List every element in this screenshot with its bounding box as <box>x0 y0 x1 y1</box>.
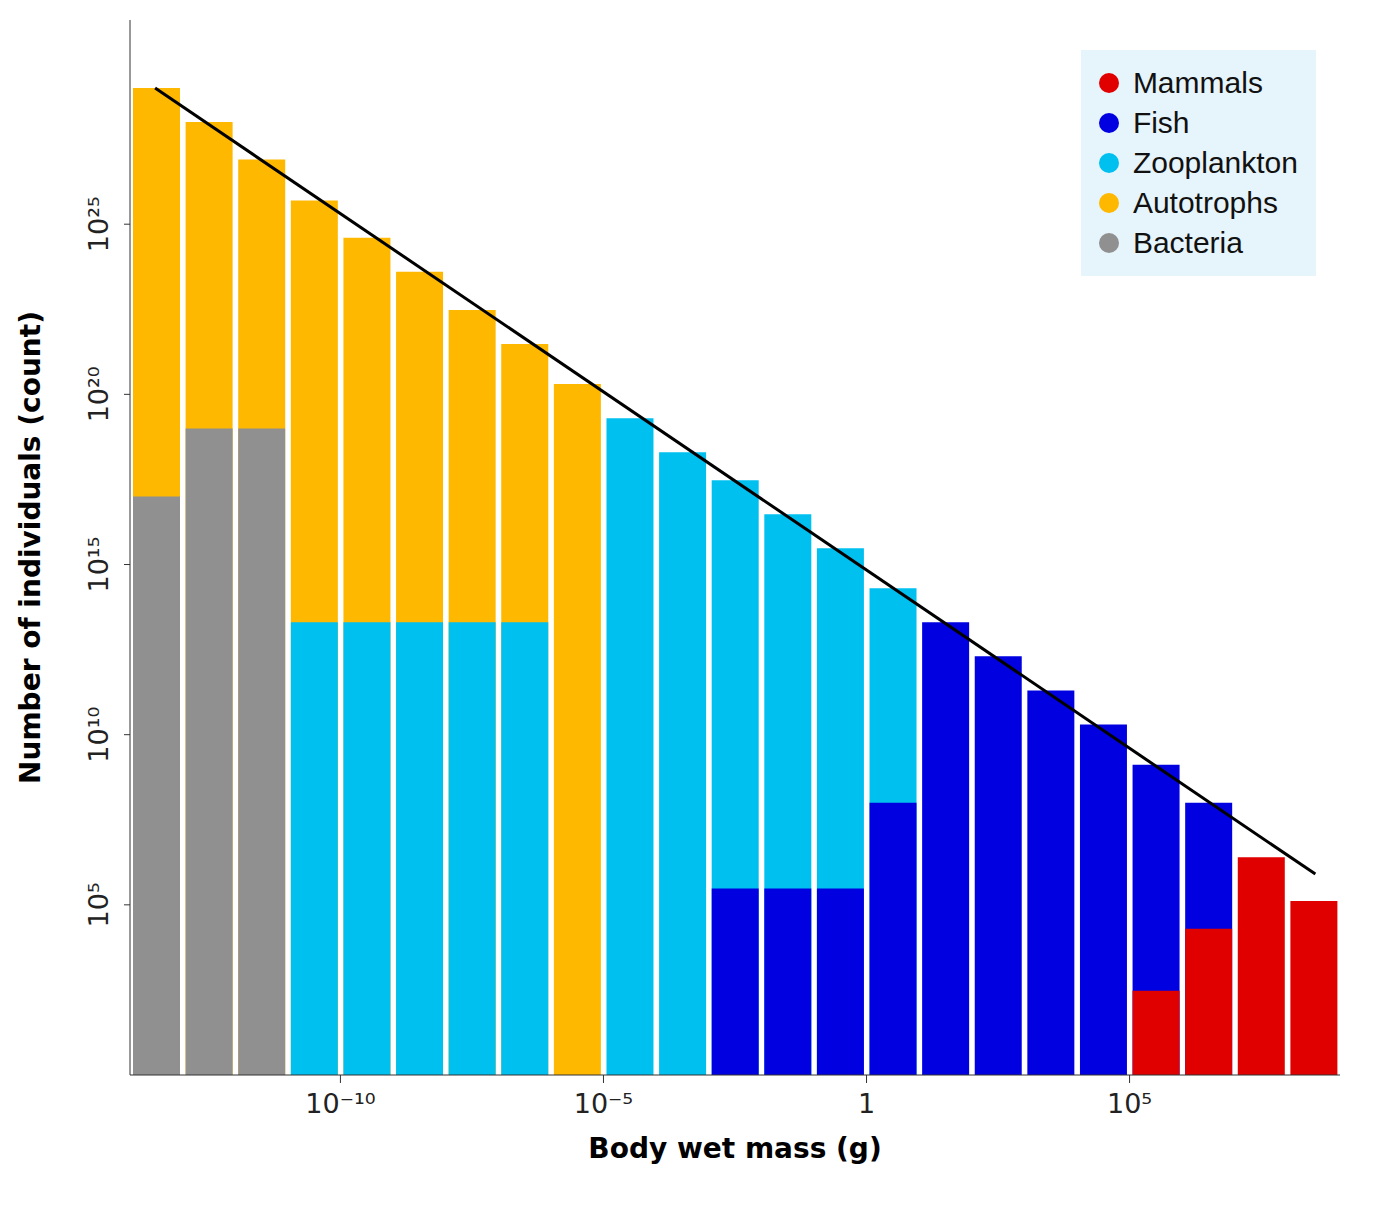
svg-text:10⁻⁵: 10⁻⁵ <box>574 1088 633 1119</box>
html-text:Fish: Fish <box>1132 106 1190 139</box>
svg-text:10⁵: 10⁵ <box>83 882 114 927</box>
svg-text:10²⁰: 10²⁰ <box>83 366 114 422</box>
html-text:Zooplankton: Zooplankton <box>1132 146 1298 179</box>
svg-text:Number of individuals (count): Number of individuals (count) <box>14 311 47 784</box>
svg-text:10¹⁰: 10¹⁰ <box>83 707 114 763</box>
svg-text:Body wet mass (g): Body wet mass (g) <box>588 1132 881 1165</box>
svg-text:10⁵: 10⁵ <box>1107 1088 1152 1119</box>
html-text:Mammals: Mammals <box>1132 66 1263 99</box>
svg-text:10¹⁵: 10¹⁵ <box>83 537 114 593</box>
svg-text:1: 1 <box>858 1088 875 1119</box>
svg-text:10²⁵: 10²⁵ <box>83 196 114 252</box>
html-text:Autotrophs: Autotrophs <box>1132 186 1278 219</box>
svg-text:10⁻¹⁰: 10⁻¹⁰ <box>305 1088 375 1119</box>
html-text:Bacteria: Bacteria <box>1132 226 1243 259</box>
